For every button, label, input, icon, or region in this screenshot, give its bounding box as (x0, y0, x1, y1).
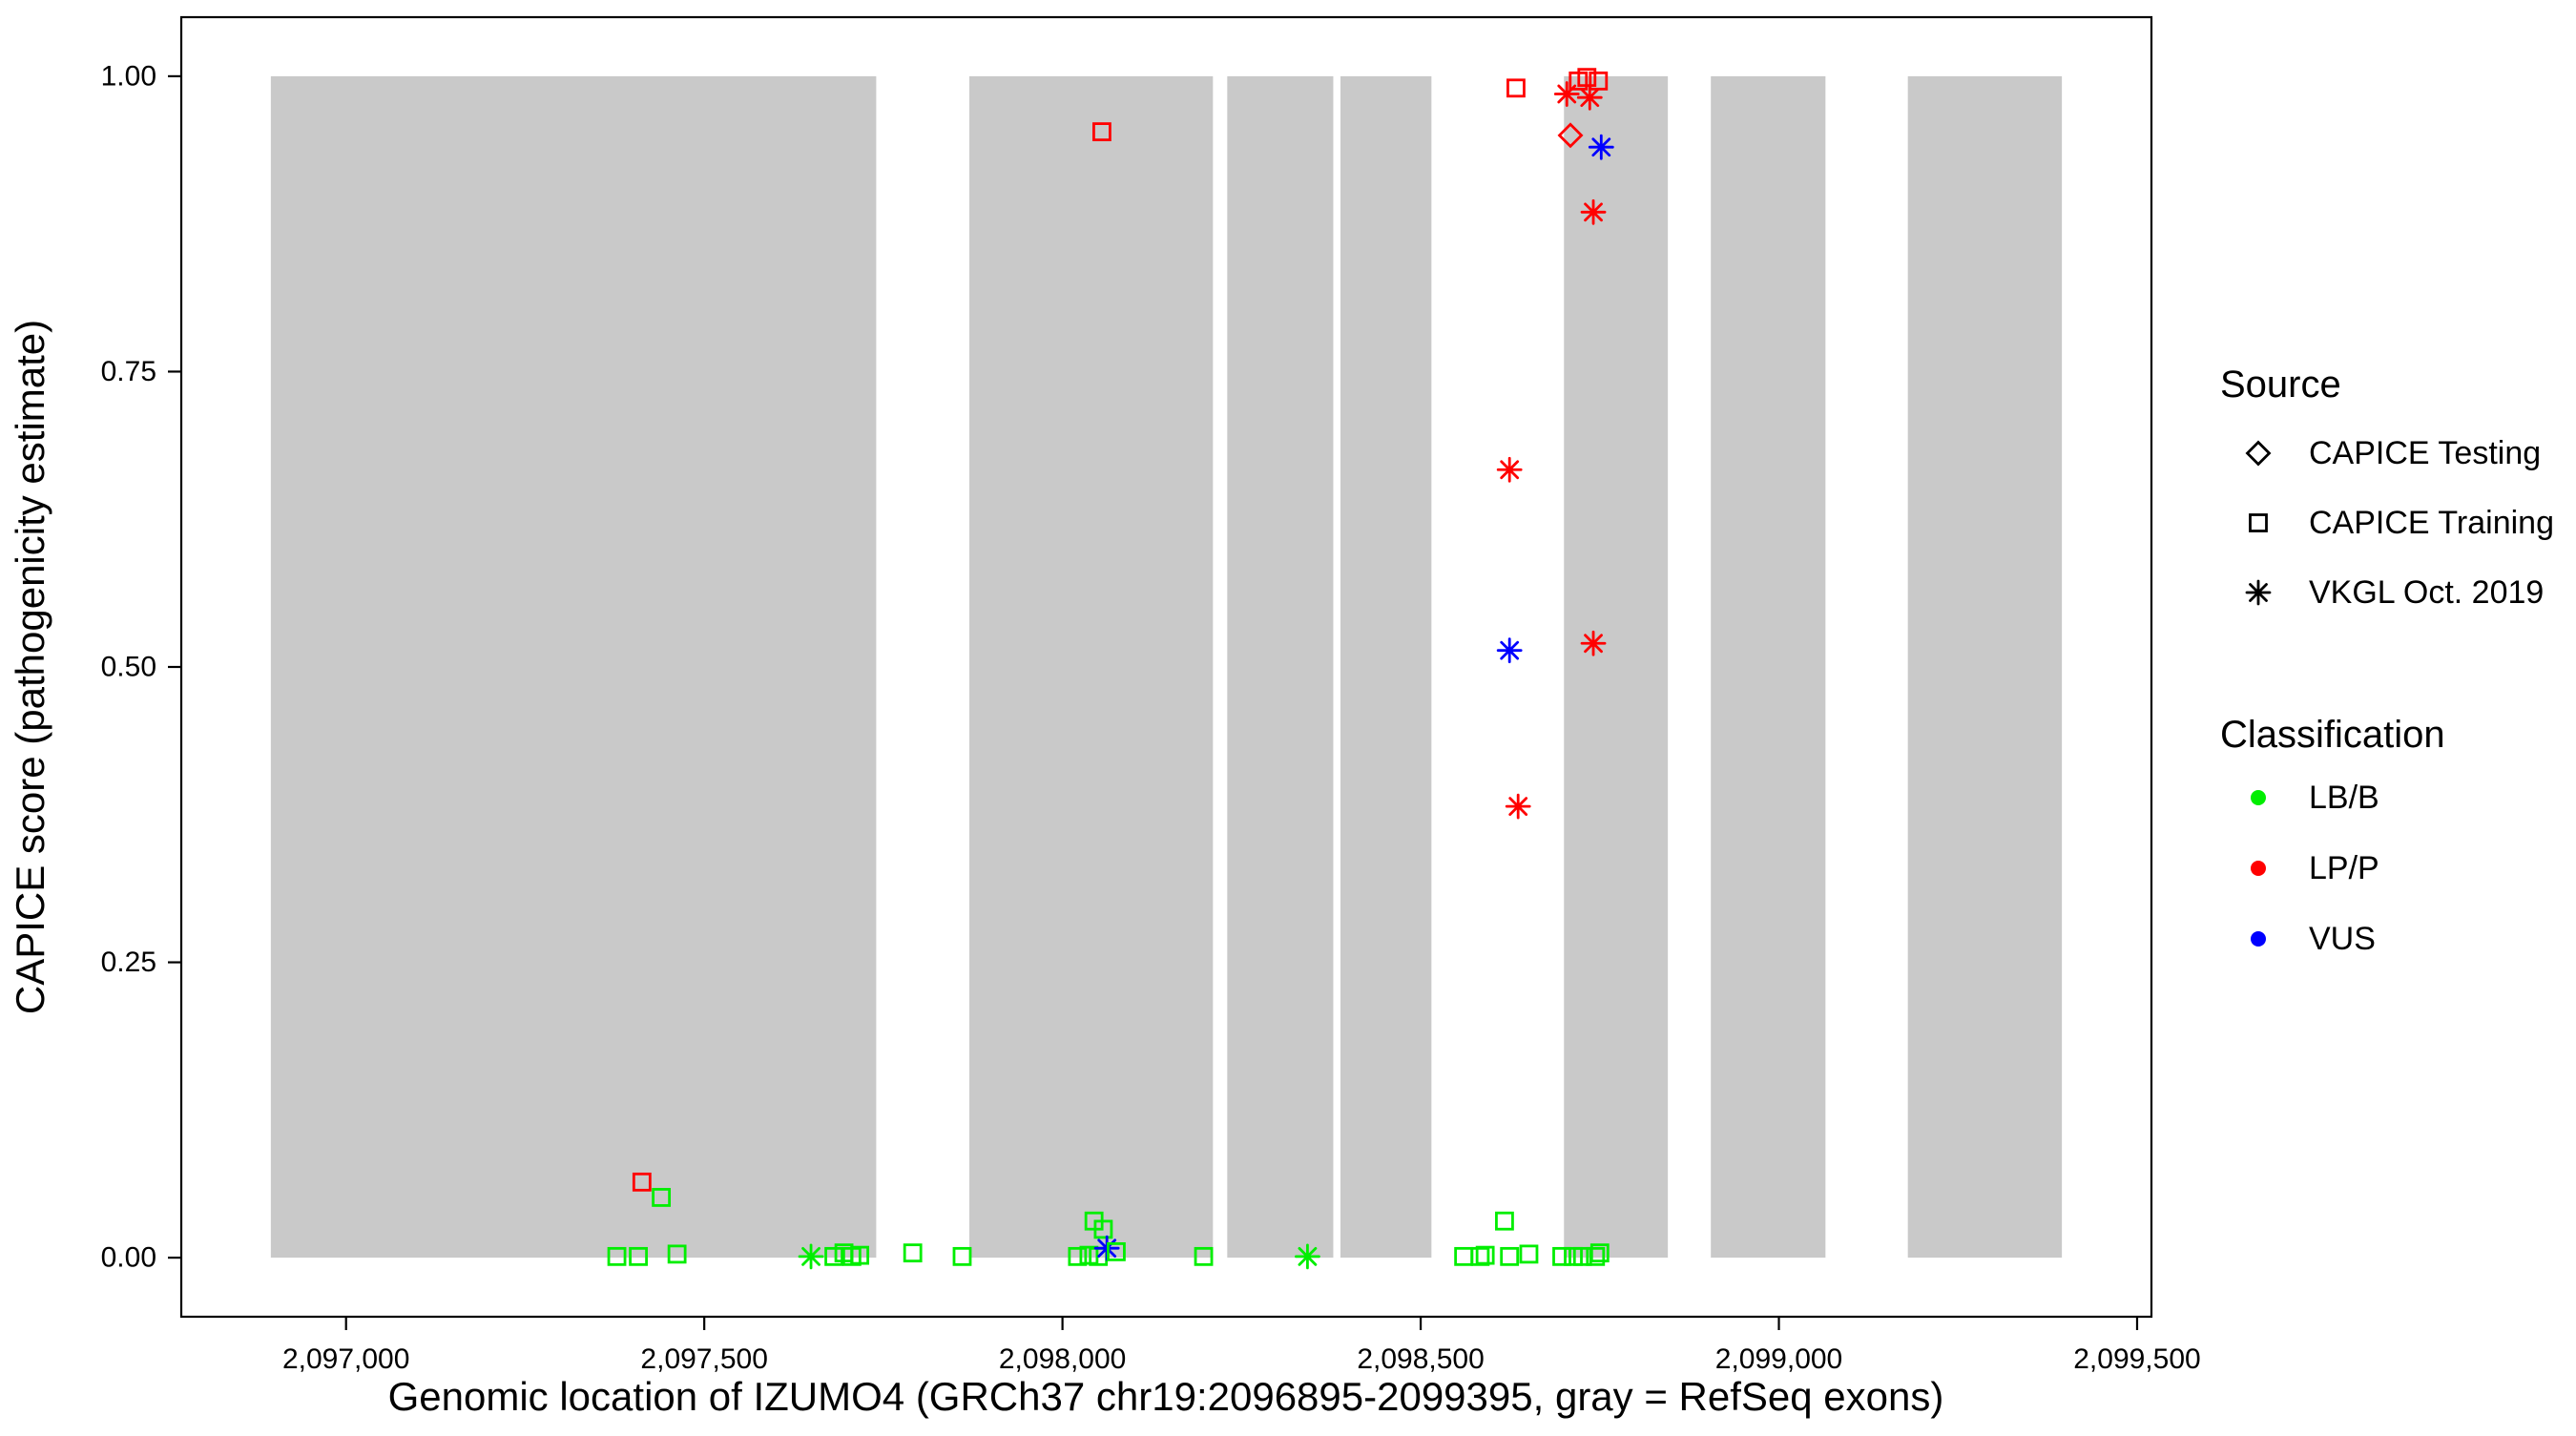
data-point-asterisk (1496, 456, 1523, 483)
data-point-square (952, 1246, 972, 1266)
exon-band (270, 75, 877, 1259)
data-point-square (629, 1246, 648, 1266)
data-point-asterisk (1580, 198, 1607, 225)
data-point-square (903, 1243, 923, 1263)
y-tick-label: 0.75 (101, 356, 156, 387)
data-point-square (1107, 1242, 1126, 1261)
x-tick-label: 2,097,000 (282, 1343, 409, 1375)
data-point-square (1454, 1246, 1474, 1266)
data-point-asterisk (1576, 84, 1603, 111)
data-point-square (667, 1244, 687, 1264)
x-tick-label: 2,098,500 (1357, 1343, 1484, 1375)
legend-classification-title: Classification (2220, 714, 2445, 756)
x-tick-label: 2,099,000 (1715, 1343, 1842, 1375)
exon-bands (270, 75, 2063, 1259)
data-point-square (607, 1246, 627, 1266)
data-point-square (1500, 1246, 1520, 1266)
legend-key-color-dot-icon (2251, 931, 2266, 947)
legend-source-items: CAPICE Testing CAPICE Training VKGL Oct. 2… (2245, 435, 2554, 611)
y-tick-label: 0.50 (101, 652, 156, 683)
legend-classification-items: LB/B LP/P VUS (2251, 780, 2379, 957)
y-axis-title: CAPICE score (pathogenicity estimate) (8, 320, 52, 1014)
legend-classification-item-label: VUS (2309, 921, 2376, 957)
data-point-asterisk (1588, 134, 1614, 160)
data-point-square (1586, 1246, 1606, 1266)
exon-band (1340, 75, 1432, 1259)
exon-band (1564, 75, 1669, 1259)
legend-source-item-label: CAPICE Testing (2309, 435, 2541, 471)
data-point-square (850, 1245, 870, 1265)
x-axis-title: Genomic location of IZUMO4 (GRCh37 chr19… (388, 1374, 1944, 1419)
x-tick-label: 2,098,000 (999, 1343, 1126, 1375)
legend-key-diamond-icon (2245, 440, 2272, 467)
legend-source-item-label: VKGL Oct. 2019 (2309, 574, 2544, 611)
legend-key-square-icon (2249, 513, 2268, 532)
data-point-diamond (1557, 122, 1584, 149)
data-point-square (1589, 71, 1609, 91)
legend-source-title: Source (2220, 364, 2341, 406)
x-axis: 2,097,000 2,097,500 2,098,000 2,098,500 2,09… (282, 1317, 2201, 1375)
legend-source-item-label: CAPICE Training (2309, 505, 2554, 541)
data-point-square (1495, 1211, 1514, 1231)
x-tick-label: 2,097,500 (640, 1343, 767, 1375)
exon-band (969, 75, 1214, 1259)
legend-key-color-dot-icon (2251, 790, 2266, 805)
data-point-square (1093, 1219, 1113, 1239)
legend: Source CAPICE Testing CAPICE Training VKGL… (2220, 364, 2554, 957)
legend-classification-item-label: LB/B (2309, 780, 2379, 816)
data-point-asterisk (798, 1243, 824, 1270)
data-point-square (1092, 122, 1111, 142)
y-tick-label: 1.00 (101, 60, 156, 92)
data-point-asterisk (1295, 1243, 1320, 1270)
data-point-square (1589, 1243, 1610, 1263)
data-point-square (824, 1246, 843, 1266)
x-tick-label: 2,099,500 (2073, 1343, 2200, 1375)
exon-band (1227, 75, 1334, 1259)
data-point-square (1552, 1246, 1571, 1266)
data-point-square (1068, 1246, 1088, 1266)
data-point-square (1577, 68, 1597, 88)
data-point-asterisk (1505, 793, 1531, 820)
data-points (607, 68, 1614, 1270)
data-point-asterisk (1496, 637, 1523, 664)
legend-classification-item-label: LP/P (2309, 850, 2379, 886)
data-point-square (632, 1172, 652, 1192)
data-point-square (1519, 1244, 1539, 1264)
legend-key-asterisk-icon (2245, 579, 2272, 606)
data-point-square (652, 1188, 672, 1207)
exon-band (1907, 75, 2063, 1259)
data-point-square (1194, 1246, 1214, 1266)
data-point-asterisk (1580, 630, 1607, 656)
y-tick-label: 0.00 (101, 1242, 156, 1274)
data-point-asterisk (1553, 81, 1580, 107)
exon-band (1711, 75, 1826, 1259)
legend-key-color-dot-icon (2251, 861, 2266, 876)
y-tick-label: 0.25 (101, 947, 156, 978)
data-point-square (1506, 78, 1526, 98)
data-point-square (1475, 1245, 1495, 1265)
y-axis: 0.00 0.25 0.50 0.75 1.00 (101, 60, 181, 1274)
